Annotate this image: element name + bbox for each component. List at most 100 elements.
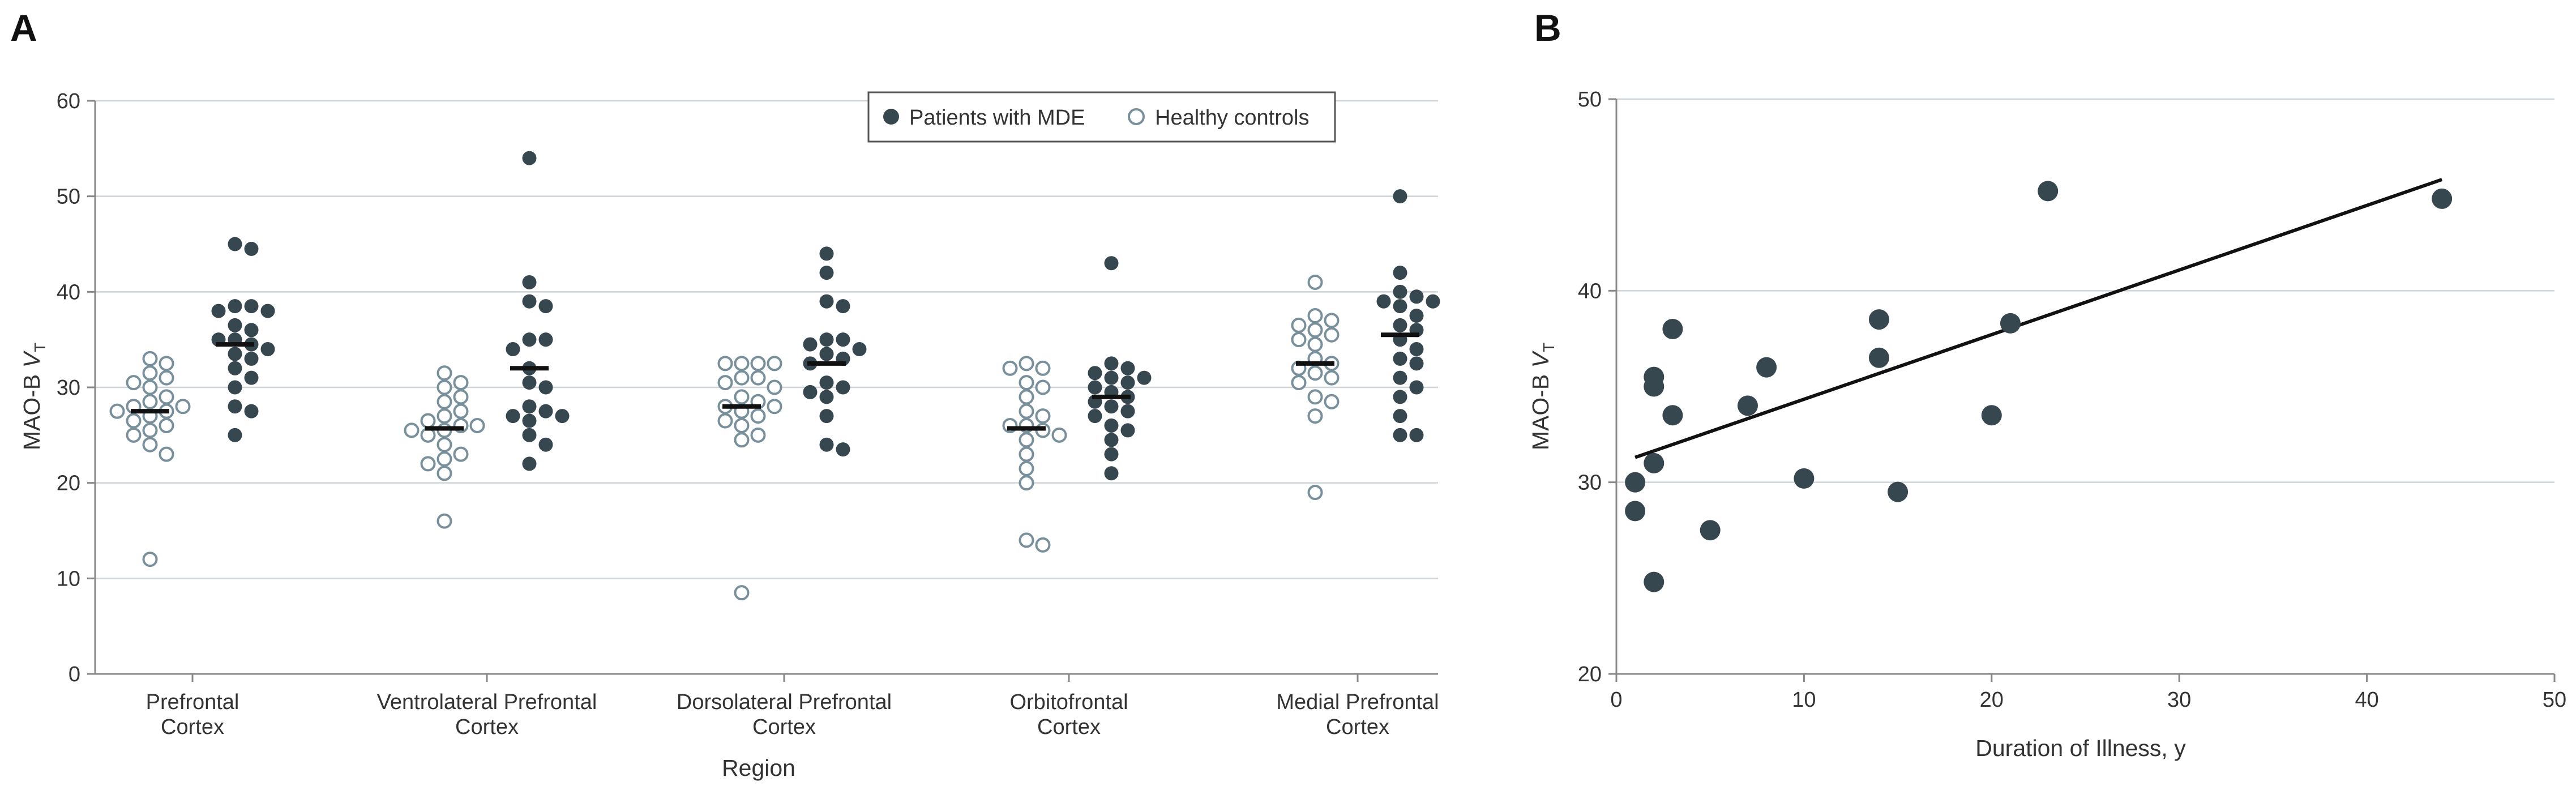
patient-point xyxy=(244,351,259,366)
control-point xyxy=(1019,356,1034,371)
patient-point xyxy=(228,318,242,332)
patient-point xyxy=(538,380,553,395)
patient-point xyxy=(244,323,259,338)
control-point xyxy=(404,422,420,438)
patient-point xyxy=(211,304,226,318)
control-point xyxy=(142,351,158,366)
patient-point xyxy=(1104,370,1119,385)
control-point xyxy=(750,408,766,424)
scatter-point xyxy=(1625,501,1646,522)
scatter-point xyxy=(1868,309,1889,330)
panel-a-category-label: Orbitofrontal xyxy=(1009,690,1128,714)
patient-point xyxy=(1393,409,1407,424)
panel-a-label: A xyxy=(10,7,37,49)
patient-point xyxy=(1104,256,1119,271)
patient-point xyxy=(1393,428,1407,442)
panel-a-category-label: Ventrolateral Prefrontal xyxy=(377,690,597,714)
scatter-point xyxy=(1644,376,1664,397)
panel-a-data xyxy=(109,151,1440,601)
patient-point xyxy=(1120,404,1135,419)
control-point xyxy=(1019,403,1034,419)
panel-b-data xyxy=(1625,178,2453,592)
control-point xyxy=(734,356,750,371)
legend-patient-marker xyxy=(883,109,899,125)
scatter-point xyxy=(1888,481,1909,502)
control-point xyxy=(1291,375,1307,391)
panel-b-y-axis-title-main: MAO-B xyxy=(1527,374,1554,450)
panel-b-y-tick-label: 40 xyxy=(1578,279,1602,303)
panel-a-category-label: Cortex xyxy=(752,715,816,739)
patient-point xyxy=(522,294,537,309)
control-point xyxy=(1035,360,1051,376)
control-point xyxy=(175,399,191,415)
control-point xyxy=(420,456,436,472)
control-point xyxy=(1291,332,1307,348)
patient-point xyxy=(228,361,242,375)
patient-point xyxy=(522,428,537,442)
control-point xyxy=(750,370,766,386)
control-point xyxy=(1307,485,1323,501)
control-point xyxy=(1307,336,1323,352)
patient-point xyxy=(1409,309,1424,323)
patient-point xyxy=(1104,433,1119,447)
patient-point xyxy=(803,385,818,399)
patient-point xyxy=(522,413,537,428)
patient-point xyxy=(1376,294,1391,309)
patient-point xyxy=(1120,375,1135,390)
control-point xyxy=(437,437,452,452)
control-point xyxy=(734,370,750,386)
scatter-point xyxy=(1794,468,1815,489)
scatter-point xyxy=(2000,313,2021,334)
panel-a-y-tick-label: 30 xyxy=(57,376,80,400)
scatter-point xyxy=(1662,405,1683,426)
patient-point xyxy=(228,347,242,361)
patient-point xyxy=(228,237,242,251)
scatter-point xyxy=(1662,319,1683,339)
control-point xyxy=(1019,375,1034,391)
patient-point xyxy=(244,241,259,256)
panel-a-category-label: Cortex xyxy=(455,715,519,739)
panel-a-y-tick-label: 0 xyxy=(69,663,80,686)
panel-a-category-label: Cortex xyxy=(161,715,224,739)
control-point xyxy=(767,356,782,371)
patient-point xyxy=(260,342,275,357)
patient-point xyxy=(1393,299,1407,314)
scatter-point xyxy=(1625,472,1646,493)
control-point xyxy=(734,432,750,448)
patient-point xyxy=(819,266,834,280)
panel-a-category-label: Medial Prefrontal xyxy=(1276,690,1439,714)
panel-b-x-tick-label: 20 xyxy=(1980,688,2004,712)
panel-b-x-axis-title: Duration of Illness, y xyxy=(1975,735,2186,761)
control-point xyxy=(1035,408,1051,424)
panel-a-y-tick-label: 40 xyxy=(57,280,80,304)
patient-point xyxy=(522,456,537,471)
patient-point xyxy=(836,380,850,395)
control-point xyxy=(1019,389,1034,405)
control-point xyxy=(437,408,452,424)
patient-point xyxy=(1088,380,1102,395)
control-point xyxy=(1019,446,1034,462)
patient-point xyxy=(803,337,818,352)
panel-a-x-axis-title: Region xyxy=(722,755,795,781)
control-point xyxy=(1019,432,1034,448)
control-point xyxy=(1324,394,1340,409)
patient-point xyxy=(1409,428,1424,442)
control-point xyxy=(717,375,733,391)
patient-point xyxy=(836,332,850,347)
control-point xyxy=(1307,408,1323,424)
control-point xyxy=(734,417,750,433)
control-point xyxy=(126,375,142,391)
control-point xyxy=(1307,274,1323,290)
patient-point xyxy=(538,299,553,314)
control-point xyxy=(1035,379,1051,395)
patient-point xyxy=(819,390,834,404)
control-point xyxy=(1307,365,1323,381)
control-point xyxy=(142,379,158,395)
scatter-point xyxy=(1644,571,1664,592)
control-point xyxy=(1307,308,1323,323)
patient-point xyxy=(1120,361,1135,375)
patient-point xyxy=(506,409,520,424)
control-point xyxy=(142,365,158,381)
panel-b-y-tick-label: 50 xyxy=(1578,88,1602,112)
panel-a-axes: 0102030405060PrefrontalCortexVentrolater… xyxy=(57,89,1439,739)
